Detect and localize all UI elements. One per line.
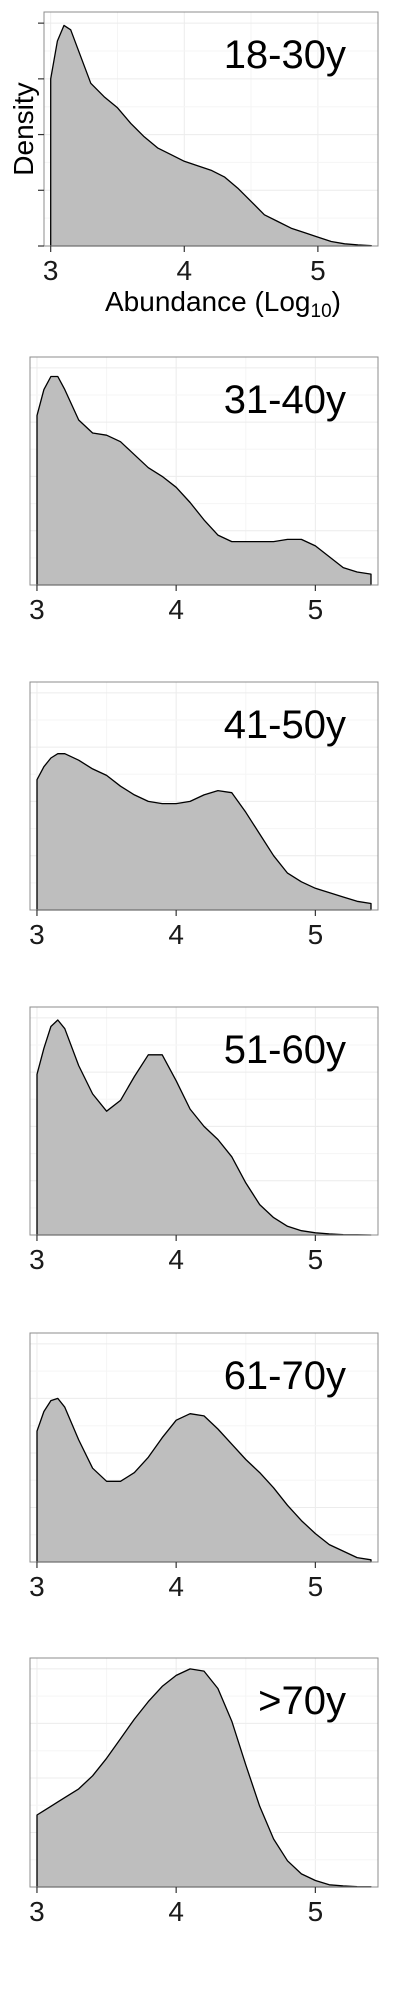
panel-1: 18-30y 3 4 5 Density Abundance (Log10) <box>8 11 379 322</box>
panel-6: >70y 3 4 5 <box>29 1657 379 1927</box>
panel-border <box>29 356 379 586</box>
panel-5: 61-70y 3 4 5 <box>29 1332 379 1602</box>
panel-3: 41-50y 3 4 5 <box>29 681 379 950</box>
x-tick-label: 3 <box>29 594 45 625</box>
density-area <box>36 375 372 586</box>
panel-title: 18-30y <box>224 33 346 77</box>
panel-border <box>29 1332 379 1563</box>
density-area <box>36 1019 372 1236</box>
density-area <box>36 1397 372 1563</box>
x-tick-label: 3 <box>29 1571 45 1602</box>
x-tick-label: 4 <box>168 919 184 950</box>
panel-2: 31-40y 3 4 5 <box>29 356 379 625</box>
x-tick-label: 4 <box>176 255 192 286</box>
panel-border <box>29 681 379 911</box>
x-tick-label: 3 <box>29 919 45 950</box>
x-tick-label: 5 <box>308 919 324 950</box>
x-tick-label: 3 <box>29 1896 45 1927</box>
x-tick-label: 5 <box>310 255 326 286</box>
panel-4: 51-60y 3 4 5 <box>29 1006 379 1275</box>
x-tick-label: 3 <box>43 255 59 286</box>
x-tick-label: 5 <box>308 1571 324 1602</box>
x-tick-label: 5 <box>308 1896 324 1927</box>
panel-title: >70y <box>258 1679 346 1723</box>
panel-border <box>43 11 379 247</box>
x-tick-label: 3 <box>29 1244 45 1275</box>
x-tick-label: 5 <box>308 594 324 625</box>
x-tick-label: 4 <box>168 1896 184 1927</box>
density-area <box>36 1668 372 1888</box>
panel-title: 31-40y <box>224 378 346 422</box>
density-area <box>50 24 372 247</box>
panel-border <box>29 1657 379 1888</box>
panel-title: 51-60y <box>224 1028 346 1072</box>
y-axis-title: Density <box>8 82 39 175</box>
x-tick-label: 4 <box>168 1571 184 1602</box>
panel-title: 61-70y <box>224 1354 346 1398</box>
panel-title: 41-50y <box>224 703 346 747</box>
x-tick-label: 4 <box>168 594 184 625</box>
density-area <box>36 753 372 911</box>
panel-border <box>29 1006 379 1236</box>
x-tick-label: 4 <box>168 1244 184 1275</box>
x-tick-label: 5 <box>308 1244 324 1275</box>
x-axis-title: Abundance (Log10) <box>105 286 341 322</box>
